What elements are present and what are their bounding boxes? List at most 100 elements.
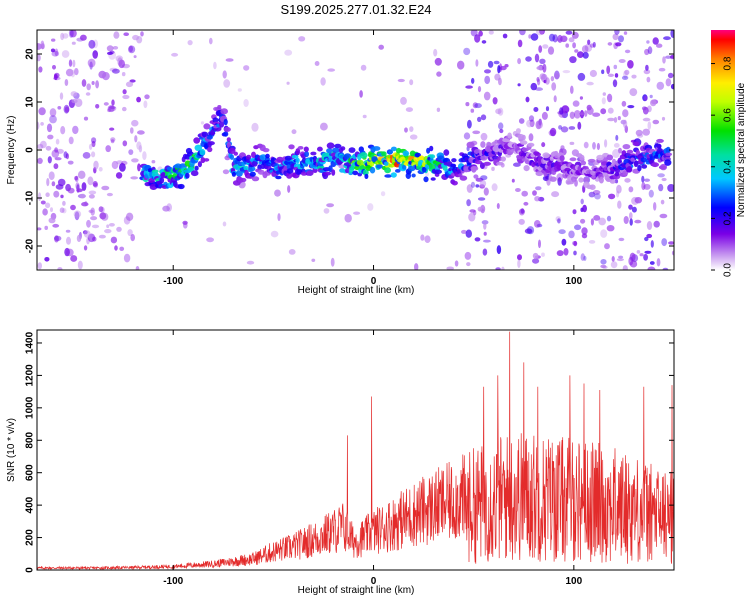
spectrogram-cell: [572, 42, 576, 49]
spectrogram-cell: [59, 92, 64, 100]
spectrogram-cell: [520, 208, 525, 214]
spectrogram-cell: [562, 70, 571, 74]
spectrogram-cell: [521, 190, 528, 197]
spectrogram-cell: [101, 212, 109, 221]
spectrogram-cell: [642, 128, 650, 136]
spectrogram-cell: [89, 61, 93, 70]
spectrogram-cell: [344, 213, 352, 223]
spectrogram-cell: [62, 200, 66, 206]
spectrogram-cell: [558, 229, 566, 235]
spectrogram-cell: [87, 176, 94, 186]
spectrogram-x-ticks: -100 0 100: [163, 30, 583, 287]
spectrogram-cell: [537, 78, 541, 86]
spectrogram-ridge-cell: [388, 150, 394, 154]
spectrogram-cell: [670, 83, 674, 90]
spectrogram-cell: [541, 252, 545, 257]
spectrogram-ridge-cell: [326, 142, 335, 149]
spectrogram-cell: [69, 30, 77, 38]
y-tick-label: 1200: [25, 364, 36, 387]
spectrogram-cell: [524, 228, 533, 234]
spectrogram-cell: [270, 230, 279, 238]
spectrogram-cell: [92, 53, 98, 59]
spectrogram-ridge-cell: [483, 161, 492, 166]
spectrogram-cell: [44, 225, 48, 230]
spectrogram-cell: [519, 30, 526, 36]
spectrogram-cell: [596, 142, 601, 151]
spectrogram-cell: [517, 254, 522, 261]
spectrogram-cell: [604, 243, 610, 250]
spectrogram-ridge-cell: [496, 161, 504, 166]
spectrogram-cell: [494, 73, 501, 81]
snr-x-label: Height of straight line (km): [298, 585, 415, 596]
spectrogram-cell: [577, 72, 586, 81]
spectrogram-cell: [63, 151, 68, 159]
spectrogram-ridge-cell: [204, 143, 209, 150]
spectrogram-cell: [323, 208, 330, 214]
spectrogram-cell: [64, 247, 70, 257]
spectrogram-cell: [635, 129, 643, 137]
spectrogram-cell: [38, 107, 46, 116]
spectrogram-cell: [598, 217, 606, 226]
spectrogram-cell: [573, 240, 578, 247]
spectrogram-ridge-cell: [664, 159, 672, 166]
spectrogram-ridge-cell: [376, 164, 383, 169]
spectrogram-cell: [115, 172, 123, 179]
spectrogram-cell: [628, 204, 633, 210]
spectrogram-cell: [88, 39, 96, 49]
spectrogram-ridge-cell: [295, 157, 300, 164]
spectrogram-cell: [483, 91, 491, 101]
spectrogram-cell: [474, 103, 482, 109]
spectrogram-ridge-cell: [295, 148, 301, 155]
spectrogram-cell: [530, 33, 539, 41]
spectrogram-cell: [584, 110, 588, 117]
spectrogram-ridge-cell: [641, 164, 648, 169]
spectrogram-cell: [523, 201, 529, 206]
spectrogram-cell: [434, 57, 442, 66]
spectrogram-ridge-cell: [632, 141, 640, 147]
spectrogram-cell: [529, 119, 535, 128]
snr-y-ticks: 0 200 400 600 800 1000 1200 1400: [25, 331, 674, 573]
spectrogram-ridge-cell: [637, 164, 642, 172]
spectrogram-cell: [122, 89, 127, 95]
spectrogram-ridge-cell: [549, 176, 557, 182]
spectrogram-cell: [107, 51, 113, 56]
spectrogram-cell: [81, 182, 87, 191]
spectrogram-cell: [122, 140, 128, 147]
spectrogram-cell: [466, 184, 473, 193]
spectrogram-cell: [624, 49, 631, 54]
spectrogram-ridge-cell: [596, 154, 604, 161]
spectrogram-cell: [122, 94, 130, 100]
spectrogram-cell: [53, 190, 60, 198]
spectrogram-ridge-cell: [359, 165, 367, 171]
spectrogram-cell: [100, 206, 105, 213]
spectrogram-cell: [581, 45, 589, 53]
spectrogram-ridge-cell: [656, 143, 662, 149]
spectrogram-cell: [72, 59, 76, 68]
spectrogram-cell: [465, 85, 473, 89]
spectrogram-cell: [528, 115, 535, 122]
spectrogram-cell: [468, 212, 476, 222]
spectrogram-cell: [92, 181, 98, 187]
spectrogram-cell: [592, 41, 596, 48]
spectrogram-ridge-cell: [580, 160, 587, 166]
spectrogram-ridge-cell: [450, 163, 457, 168]
spectrogram-cell: [480, 114, 487, 121]
spectrogram-ridge-cell: [331, 169, 336, 176]
spectrogram-cell: [62, 208, 67, 214]
spectrogram-cell: [274, 189, 281, 197]
spectrogram-cell: [581, 227, 588, 235]
spectrogram-cell: [57, 106, 62, 110]
spectrogram-cell: [42, 208, 48, 216]
spectrogram-cell: [573, 250, 577, 256]
spectrogram-cell: [606, 65, 611, 75]
spectrogram-cell: [497, 107, 504, 116]
spectrogram-cell: [359, 90, 363, 98]
spectrogram-ridge-cell: [507, 132, 512, 139]
spectrogram-ridge-cell: [334, 143, 342, 149]
spectrogram-cell: [624, 69, 630, 75]
colorbar-ticks: 0.0 0.2 0.4 0.6 0.8: [711, 56, 734, 277]
spectrogram-cell: [98, 206, 104, 213]
snr-y-label: SNR (10 * v/v): [6, 418, 17, 482]
spectrogram-cell: [88, 143, 93, 150]
